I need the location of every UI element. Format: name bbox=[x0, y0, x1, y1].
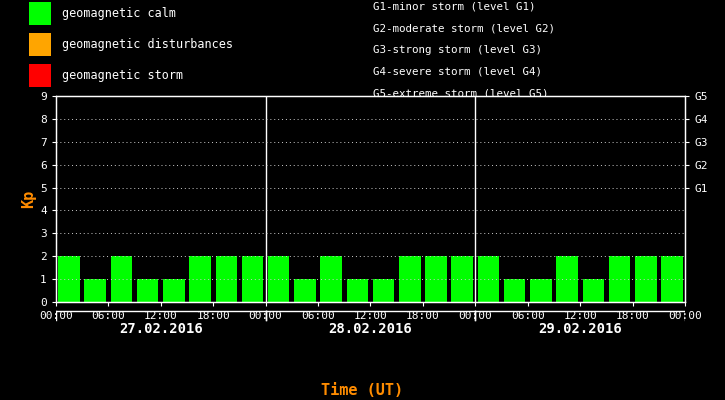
Text: G1-minor storm (level G1): G1-minor storm (level G1) bbox=[373, 2, 536, 12]
Bar bbox=[373, 279, 394, 302]
Bar bbox=[241, 256, 263, 302]
Bar bbox=[58, 256, 80, 302]
Bar bbox=[111, 256, 132, 302]
Bar bbox=[347, 279, 368, 302]
Bar bbox=[189, 256, 211, 302]
Bar bbox=[661, 256, 683, 302]
Bar bbox=[426, 256, 447, 302]
Bar bbox=[29, 64, 51, 87]
Y-axis label: Kp: Kp bbox=[21, 190, 36, 208]
Bar bbox=[268, 256, 289, 302]
Text: 29.02.2016: 29.02.2016 bbox=[539, 322, 622, 336]
Bar bbox=[320, 256, 342, 302]
Bar bbox=[137, 279, 158, 302]
Text: geomagnetic storm: geomagnetic storm bbox=[62, 69, 183, 82]
Bar bbox=[635, 256, 657, 302]
Text: G2-moderate storm (level G2): G2-moderate storm (level G2) bbox=[373, 24, 555, 34]
Text: Time (UT): Time (UT) bbox=[321, 383, 404, 398]
Bar bbox=[609, 256, 630, 302]
Text: G3-strong storm (level G3): G3-strong storm (level G3) bbox=[373, 45, 542, 55]
Bar bbox=[530, 279, 552, 302]
Text: G5-extreme storm (level G5): G5-extreme storm (level G5) bbox=[373, 88, 549, 98]
Bar bbox=[452, 256, 473, 302]
Bar bbox=[29, 33, 51, 56]
Text: G4-severe storm (level G4): G4-severe storm (level G4) bbox=[373, 67, 542, 77]
Bar bbox=[556, 256, 578, 302]
Bar bbox=[215, 256, 237, 302]
Bar bbox=[163, 279, 185, 302]
Text: 28.02.2016: 28.02.2016 bbox=[328, 322, 413, 336]
Bar bbox=[504, 279, 526, 302]
Bar bbox=[478, 256, 500, 302]
Text: geomagnetic disturbances: geomagnetic disturbances bbox=[62, 38, 233, 51]
Bar bbox=[84, 279, 106, 302]
Bar bbox=[294, 279, 315, 302]
Bar bbox=[583, 279, 604, 302]
Bar bbox=[29, 2, 51, 25]
Text: 27.02.2016: 27.02.2016 bbox=[119, 322, 202, 336]
Bar bbox=[399, 256, 420, 302]
Text: geomagnetic calm: geomagnetic calm bbox=[62, 7, 175, 20]
